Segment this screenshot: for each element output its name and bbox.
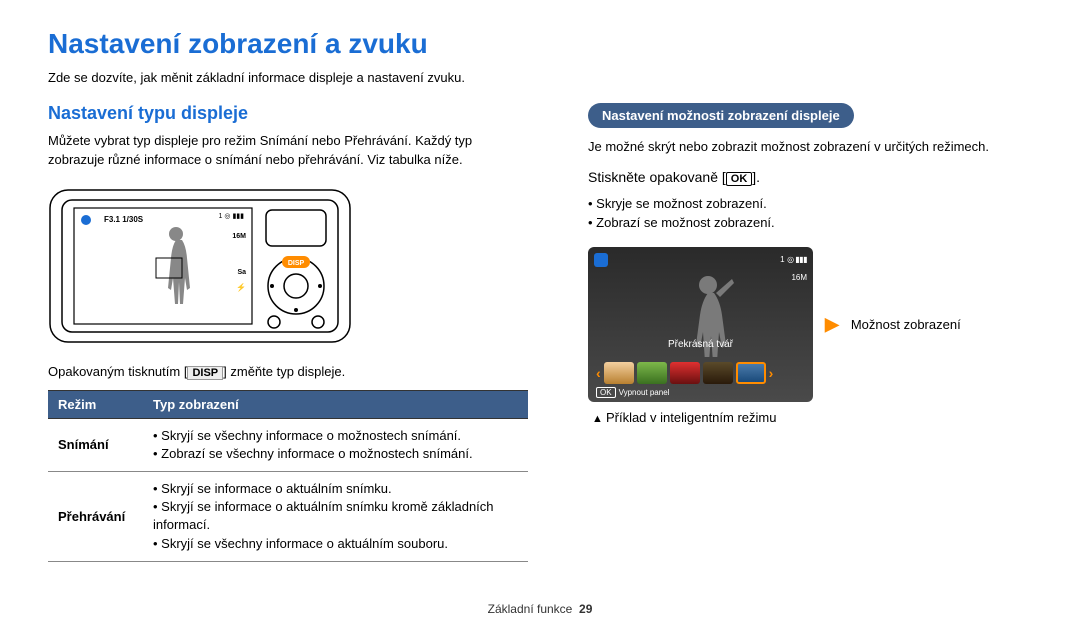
left-column: Nastavení typu displeje Můžete vybrat ty… xyxy=(48,103,528,562)
page-footer: Základní funkce 29 xyxy=(0,602,1080,616)
display-table: Režim Typ zobrazení Snímání Skryjí se vš… xyxy=(48,390,528,562)
right-para: Je možné skrýt nebo zobrazit možnost zob… xyxy=(588,138,1032,157)
thumb-3[interactable] xyxy=(670,362,700,384)
row2-b3: Skryjí se všechny informace o aktuálním … xyxy=(153,535,518,553)
thumb-2[interactable] xyxy=(637,362,667,384)
camera-diagram: F3.1 1/30S 1 ◎ ▮▮▮ 16M Sa ⚡ DISP xyxy=(48,182,353,347)
svg-text:Sa: Sa xyxy=(237,269,246,276)
mode-icon xyxy=(594,253,608,267)
right-column: Nastavení možnosti zobrazení displeje Je… xyxy=(588,103,1032,562)
page-title: Nastavení zobrazení a zvuku xyxy=(48,28,1032,60)
disp-tip: Opakovaným tisknutím [DISP] změňte typ d… xyxy=(48,364,528,380)
row2-b1: Skryjí se informace o aktuálním snímku. xyxy=(153,480,518,498)
th-type: Typ zobrazení xyxy=(143,390,528,418)
disp-tip-p2: ] změňte typ displeje. xyxy=(223,364,345,379)
status-icons: 1◎ ▮▮▮ xyxy=(780,253,807,267)
disp-label: DISP xyxy=(187,366,223,380)
ok-icon: OK xyxy=(596,387,616,398)
right-bullets: Skryje se možnost zobrazení. Zobrazí se … xyxy=(588,194,1032,233)
thumbnail-row: ‹ › xyxy=(596,362,805,384)
left-intro: Můžete vybrat typ displeje pro režim Sní… xyxy=(48,132,528,170)
callout-caption: Možnost zobrazení xyxy=(851,317,961,332)
svg-text:⚡: ⚡ xyxy=(236,282,246,292)
row2-bullets: Skryjí se informace o aktuálním snímku. … xyxy=(143,472,528,562)
disp-badge: DISP xyxy=(288,260,305,267)
screen-bottom-bar: OKVypnout panel xyxy=(596,387,669,398)
example-screen: 1◎ ▮▮▮ 16M Překrásná tvář ‹ xyxy=(588,247,813,402)
svg-text:1 ◎ ▮▮▮: 1 ◎ ▮▮▮ xyxy=(219,213,245,220)
chevron-right-icon[interactable]: › xyxy=(769,365,774,381)
instr-p1: Stiskněte opakovaně [ xyxy=(588,169,726,185)
bottom-text: Vypnout panel xyxy=(619,388,670,397)
footer-page: 29 xyxy=(579,602,592,616)
row2-b2: Skryjí se informace o aktuálním snímku k… xyxy=(153,498,518,534)
camera-info-text: F3.1 1/30S xyxy=(104,215,144,224)
thumb-1[interactable] xyxy=(604,362,634,384)
section-pill: Nastavení možnosti zobrazení displeje xyxy=(588,103,854,128)
row1-mode: Snímání xyxy=(48,418,143,471)
instr-p2: ]. xyxy=(752,169,760,185)
th-mode: Režim xyxy=(48,390,143,418)
page-subtitle: Zde se dozvíte, jak měnit základní infor… xyxy=(48,70,1032,85)
row1-b2: Zobrazí se všechny informace o možnostec… xyxy=(153,445,518,463)
screen-label: Překrásná tvář xyxy=(668,339,733,350)
right-b2: Zobrazí se možnost zobrazení. xyxy=(588,213,1032,233)
row1-bullets: Skryjí se všechny informace o možnostech… xyxy=(143,418,528,471)
row1-b1: Skryjí se všechny informace o možnostech… xyxy=(153,427,518,445)
instruction-line: Stiskněte opakovaně [OK]. xyxy=(588,169,1032,186)
callout-arrow-icon: ▶ xyxy=(825,314,839,335)
example-caption: Příklad v inteligentním režimu xyxy=(592,410,1032,425)
thumb-4[interactable] xyxy=(703,362,733,384)
thumb-5-selected[interactable] xyxy=(736,362,766,384)
right-b1: Skryje se možnost zobrazení. xyxy=(588,194,1032,214)
row2-mode: Přehrávání xyxy=(48,472,143,562)
svg-text:16M: 16M xyxy=(232,233,246,240)
section-title-left: Nastavení typu displeje xyxy=(48,103,528,124)
footer-label: Základní funkce xyxy=(488,602,573,616)
disp-tip-p1: Opakovaným tisknutím [ xyxy=(48,364,187,379)
chevron-left-icon[interactable]: ‹ xyxy=(596,365,601,381)
ok-label: OK xyxy=(726,172,753,186)
